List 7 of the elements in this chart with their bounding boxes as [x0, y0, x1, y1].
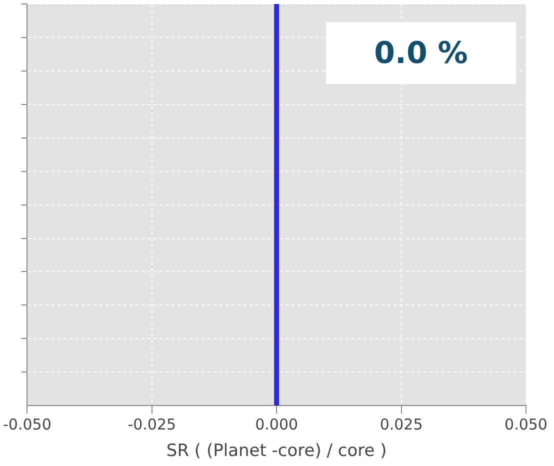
x-tick-label: -0.025 — [128, 415, 176, 434]
x-tick-label: 0.025 — [380, 415, 423, 434]
x-axis-title: SR ( (Planet -core) / core ) — [166, 441, 387, 462]
text-box: 0.0 % — [326, 22, 516, 84]
x-tick-label: 0.050 — [504, 415, 548, 434]
x-tick-label: 0.000 — [255, 415, 298, 434]
x-tick-label: -0.050 — [3, 415, 52, 434]
